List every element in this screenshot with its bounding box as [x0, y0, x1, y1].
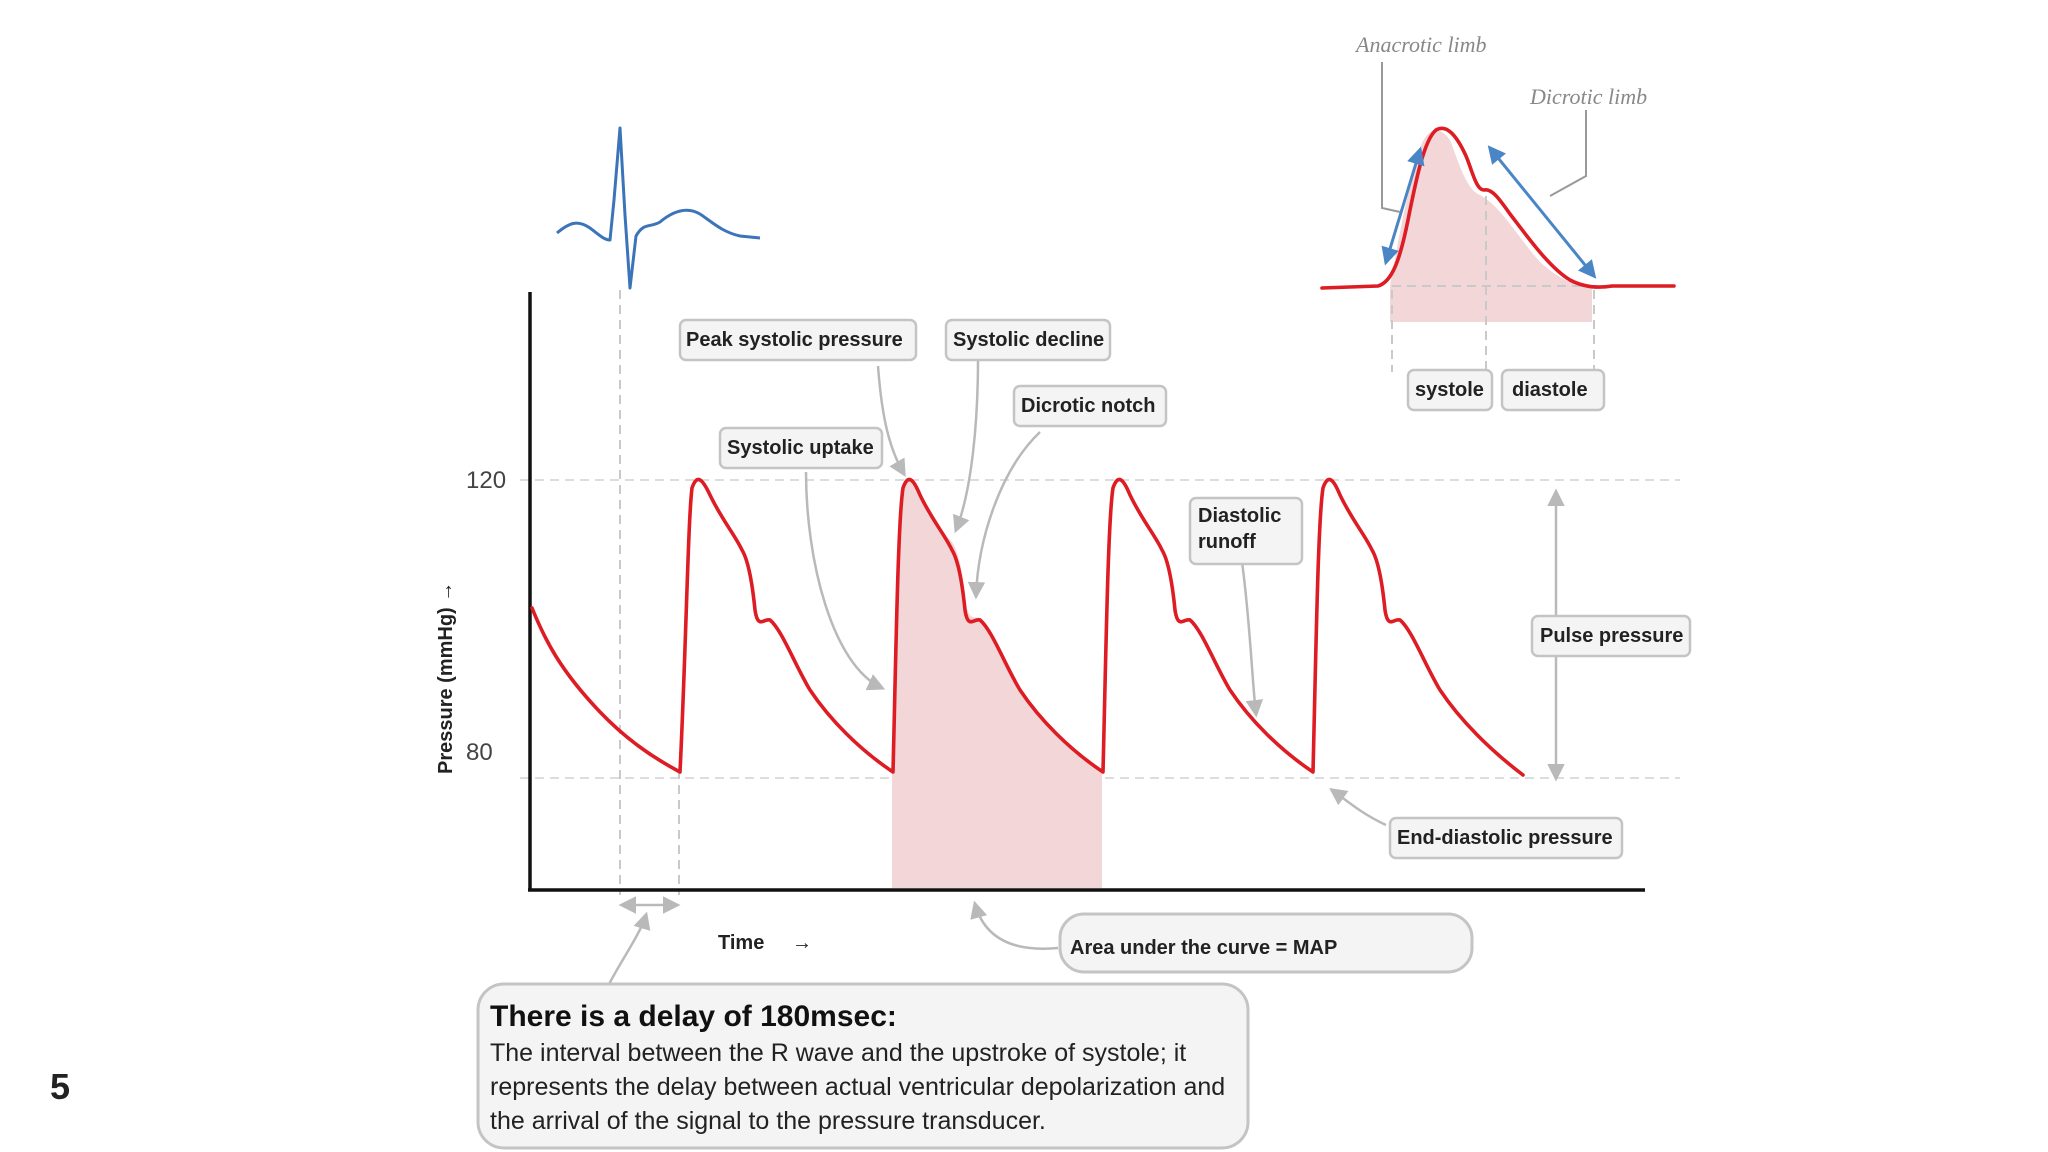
dicrotic-leader-line — [1549, 110, 1587, 197]
anacrotic-limb-label: Anacrotic limb — [1354, 32, 1487, 57]
diastolic-runoff-callout-line — [1240, 561, 1264, 718]
svg-text:There is a delay of 180msec:: There is a delay of 180msec: — [490, 1000, 897, 1033]
y-axis-label: Pressure (mmHg) → — [435, 582, 457, 774]
map-shaded-area — [892, 479, 1102, 888]
x-axis-label: Time — [718, 932, 764, 954]
end-diastolic-callout-line — [1329, 787, 1387, 827]
svg-text:Area under the curve = MAP: Area under the curve = MAP — [1070, 937, 1337, 959]
svg-text:Dicrotic notch: Dicrotic notch — [1021, 395, 1155, 417]
inset-single-pulse: Anacrotic limb Dicrotic limb systole dia… — [1320, 32, 1676, 412]
peak-systolic-callout-line — [876, 365, 906, 478]
svg-text:represents the delay between a: represents the delay between actual vent… — [490, 1073, 1225, 1101]
svg-text:diastole: diastole — [1512, 379, 1588, 401]
label-diastole: diastole — [1500, 368, 1606, 412]
map-callout-line — [970, 900, 1059, 950]
label-systolic-uptake: Systolic uptake — [718, 426, 884, 470]
anacrotic-leader-line — [1381, 62, 1401, 213]
label-area-under-curve-map: Area under the curve = MAP — [1058, 912, 1474, 974]
x-axis-arrow: → — [792, 932, 812, 954]
svg-text:Diastolic: Diastolic — [1198, 505, 1281, 527]
arterial-pressure-wave — [530, 477, 1525, 777]
label-dicrotic-notch: Dicrotic notch — [1012, 384, 1168, 428]
dicrotic-limb-label: Dicrotic limb — [1529, 84, 1647, 109]
dicrotic-limb-arrow — [1487, 145, 1597, 279]
svg-text:systole: systole — [1415, 379, 1484, 401]
anacrotic-limb-arrow — [1381, 146, 1425, 266]
systolic-decline-callout-line — [953, 359, 980, 534]
label-systole: systole — [1406, 368, 1494, 412]
svg-text:Peak systolic pressure: Peak systolic pressure — [686, 329, 903, 351]
label-diastolic-runoff: Diastolic runoff — [1188, 496, 1304, 566]
svg-text:runoff: runoff — [1198, 531, 1256, 553]
delay-callout-line — [603, 911, 651, 993]
delay-note-box: There is a delay of 180msec: The interva… — [476, 982, 1250, 1150]
label-systolic-decline: Systolic decline — [944, 318, 1112, 362]
tick-80: 80 — [466, 739, 493, 766]
label-pulse-pressure: Pulse pressure — [1530, 614, 1692, 658]
svg-text:End-diastolic pressure: End-diastolic pressure — [1397, 827, 1613, 849]
label-peak-systolic-pressure: Peak systolic pressure — [678, 318, 918, 362]
ecg-trace — [556, 126, 761, 290]
svg-text:Pulse pressure: Pulse pressure — [1540, 625, 1683, 647]
slide-number: 5 — [50, 1066, 71, 1107]
svg-text:The interval between the R wav: The interval between the R wave and the … — [490, 1039, 1186, 1067]
systolic-uptake-callout-line — [804, 471, 886, 691]
label-end-diastolic-pressure: End-diastolic pressure — [1388, 816, 1624, 860]
svg-text:Systolic uptake: Systolic uptake — [727, 437, 874, 459]
dicrotic-notch-callout-line — [967, 431, 1041, 600]
svg-text:Systolic decline: Systolic decline — [953, 329, 1104, 351]
tick-120: 120 — [466, 467, 506, 494]
svg-text:the arrival of the signal to t: the arrival of the signal to the pressur… — [490, 1107, 1046, 1135]
